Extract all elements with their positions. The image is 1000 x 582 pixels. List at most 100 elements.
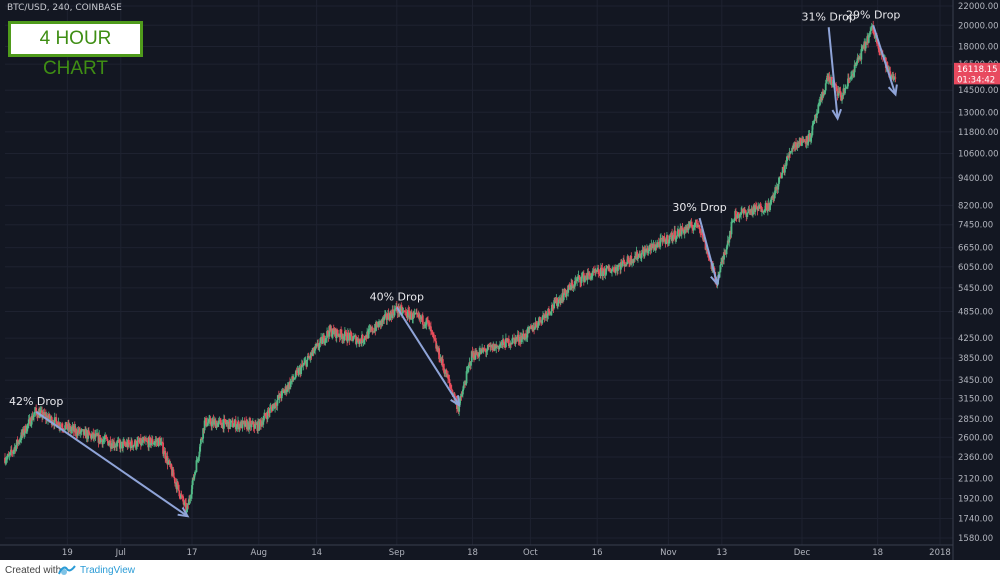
candle-body xyxy=(18,440,21,443)
candle-body xyxy=(35,407,38,412)
candle-body xyxy=(431,331,434,333)
candle-body xyxy=(389,312,392,314)
candle-body xyxy=(645,249,648,252)
candle-body xyxy=(391,309,394,318)
candle-body xyxy=(326,331,329,335)
candle-body xyxy=(824,83,827,91)
candle-body xyxy=(799,137,802,146)
candle-body xyxy=(50,417,53,425)
candle-body xyxy=(766,203,768,211)
candle-body xyxy=(177,482,179,485)
drop-arrow-shaft xyxy=(872,24,897,95)
drop-arrow-shaft xyxy=(698,217,719,285)
candle-body xyxy=(358,339,361,344)
candle-body xyxy=(158,438,161,440)
candle-body xyxy=(630,255,633,264)
candle-body xyxy=(613,268,616,272)
candle-body xyxy=(380,320,383,326)
candle-body xyxy=(435,341,438,349)
candle-body xyxy=(29,417,32,426)
candle-body xyxy=(184,502,187,504)
candle-body xyxy=(861,47,863,50)
candle-body xyxy=(416,313,419,315)
candle-body xyxy=(860,49,863,60)
candle-body xyxy=(551,305,554,309)
candle-body xyxy=(265,415,268,417)
time-tick-label: Nov xyxy=(660,548,677,558)
candle-body xyxy=(58,422,61,428)
candle-body xyxy=(695,219,698,224)
price-marker-box xyxy=(954,73,1000,85)
candle-body xyxy=(162,453,165,455)
candle-body xyxy=(359,339,362,342)
candle-body xyxy=(19,440,22,441)
candle-body xyxy=(411,318,414,320)
candle-body xyxy=(482,349,485,352)
candle-body xyxy=(834,83,837,85)
candle-body xyxy=(526,328,529,338)
candle-body xyxy=(728,236,731,243)
candle-body xyxy=(189,497,192,499)
candle-body xyxy=(467,368,469,370)
candle-body xyxy=(690,222,693,227)
candle-body xyxy=(328,326,331,337)
price-tick-label: 2360.00 xyxy=(958,453,993,463)
drop-arrow-shaft xyxy=(827,27,839,119)
candle-body xyxy=(201,438,204,440)
candle-body xyxy=(562,294,565,300)
candle-body xyxy=(550,311,553,314)
time-tick-label: 16 xyxy=(592,548,603,558)
candle-body xyxy=(648,246,651,251)
candle-body xyxy=(100,438,103,440)
candle-body xyxy=(313,350,316,354)
candle-body xyxy=(302,364,305,366)
candle-body xyxy=(496,345,498,347)
price-tick-label: 7450.00 xyxy=(958,221,993,231)
candle-body xyxy=(484,350,487,353)
candle-body xyxy=(119,442,122,449)
candle-body xyxy=(49,419,52,420)
candle-body xyxy=(190,494,193,498)
candle-body xyxy=(70,429,72,431)
candle-body xyxy=(535,322,538,325)
candle-body xyxy=(143,438,146,441)
candle-body xyxy=(759,204,762,206)
candle-body xyxy=(872,25,875,34)
candle-body xyxy=(803,140,806,142)
tradingview-brand[interactable]: TradingView xyxy=(80,565,136,576)
candle-body xyxy=(503,342,506,348)
candle-body xyxy=(94,433,97,438)
candle-body xyxy=(315,344,318,346)
candle-body xyxy=(495,345,498,349)
candle-body xyxy=(198,451,201,457)
candle-body xyxy=(699,229,702,233)
candle-body xyxy=(666,235,669,244)
candle-body xyxy=(162,442,164,454)
candle-body xyxy=(233,423,236,427)
candle-body xyxy=(636,251,639,259)
candle-body xyxy=(20,432,23,441)
price-tick-label: 1740.00 xyxy=(958,515,993,525)
candle-body xyxy=(741,209,744,212)
candle-body xyxy=(70,428,73,430)
candle-body xyxy=(407,310,409,318)
candle-body xyxy=(548,311,551,314)
candle-body xyxy=(765,203,768,204)
candle-body xyxy=(407,310,410,312)
candle-body xyxy=(321,338,324,344)
candle-body xyxy=(557,299,560,304)
candle-body xyxy=(665,239,668,245)
candle-body xyxy=(816,113,819,114)
candle-body xyxy=(502,339,505,343)
candle-body xyxy=(764,203,767,211)
candle-body xyxy=(389,312,392,321)
candle-body xyxy=(766,210,769,212)
price-tick-label: 13000.00 xyxy=(958,108,999,118)
candle-body xyxy=(197,459,199,461)
candle-body xyxy=(835,85,838,92)
candle-body xyxy=(486,349,489,352)
candle-body xyxy=(586,272,589,280)
candle-body xyxy=(878,48,881,51)
axes: 22000.0020000.0018000.0016500.0014500.00… xyxy=(0,0,1000,560)
